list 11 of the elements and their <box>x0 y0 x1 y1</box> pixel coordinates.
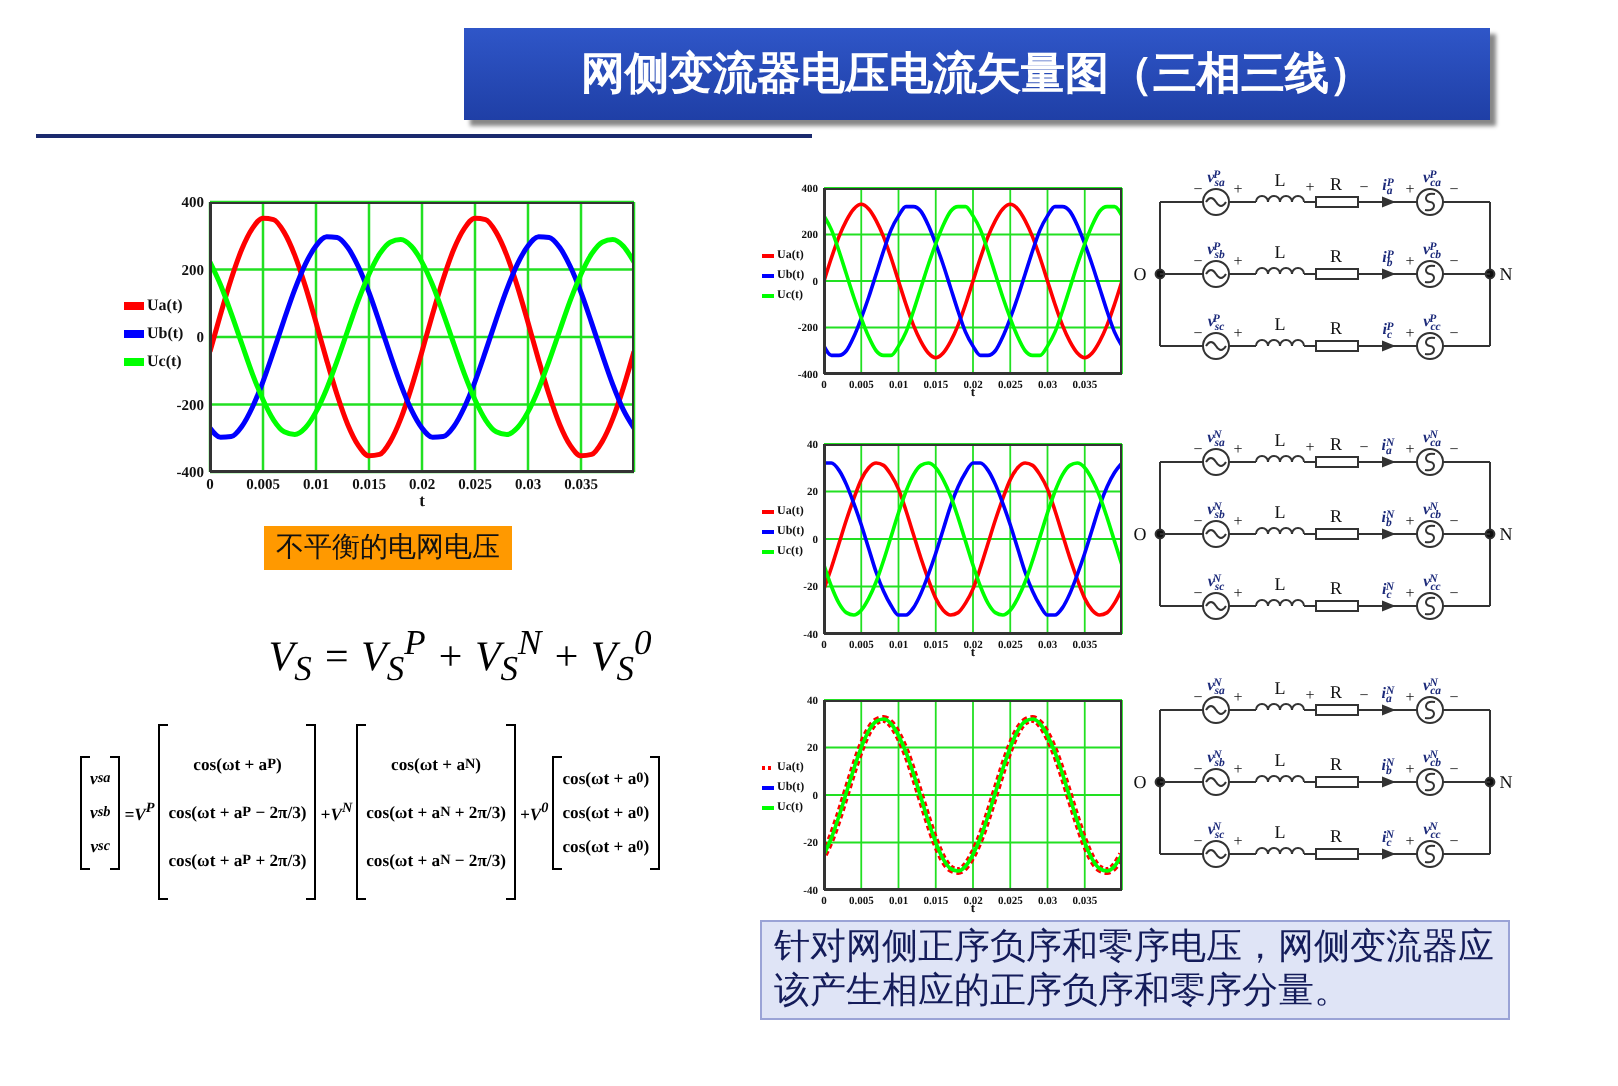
text: 针对网侧正序负序和零序电压，网侧变流器应该产生相应的正序负序和零序分量。 <box>774 926 1496 1014</box>
x-axis-title: t <box>419 490 426 510</box>
legend-label: Ua(t) <box>147 296 183 314</box>
line-series <box>824 461 1122 617</box>
text: +V$^{N}$ <box>318 800 355 824</box>
text: 网侧变流器电压电流矢量图（三相三线） <box>581 47 1373 104</box>
text: +V$^{0}$ <box>517 800 551 824</box>
legend-label: Uc(t) <box>147 352 182 370</box>
legend-label: Ub(t) <box>147 324 184 342</box>
text: =V$^{P}$ <box>122 800 157 824</box>
text: 不平衡的电网电压 <box>264 526 512 570</box>
